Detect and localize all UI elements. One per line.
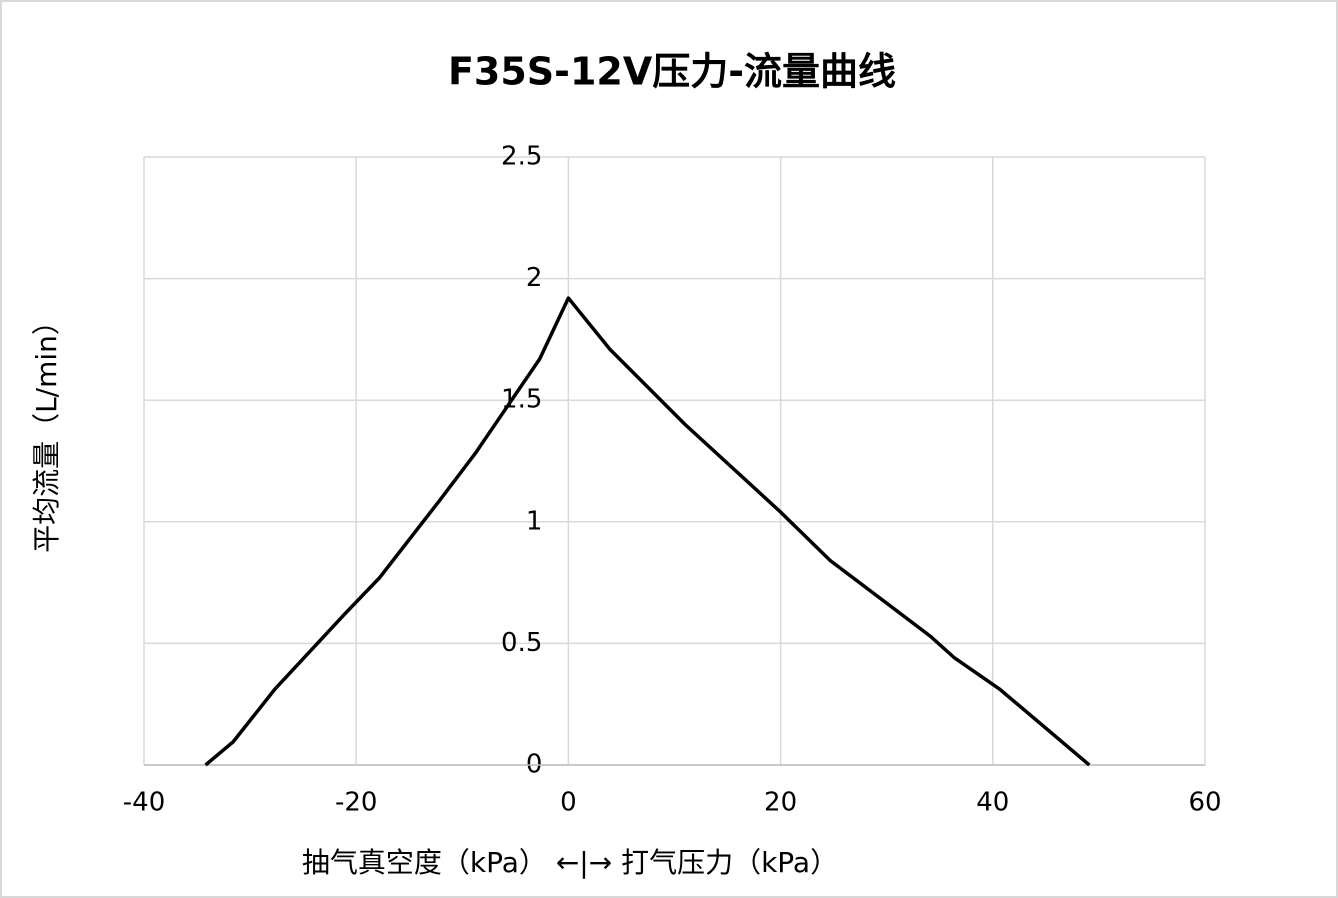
chart-title: F35S-12V压力-流量曲线 [448, 50, 896, 94]
x-tick-label: -20 [335, 788, 377, 818]
line-series [204, 296, 1091, 767]
y-tick-label: 2 [526, 263, 543, 293]
y-tick-label: 1 [526, 506, 543, 536]
y-tick-label: 2.5 [501, 142, 542, 172]
x-tick-label: 40 [976, 788, 1009, 818]
y-tick-label: 1.5 [501, 385, 542, 415]
x-tick-label: 60 [1188, 788, 1221, 818]
x-tick-label: -40 [123, 788, 165, 818]
y-tick-label: 0.5 [501, 628, 542, 658]
x-tick-label: 20 [764, 788, 797, 818]
y-axis-label: 平均流量（L/min） [30, 307, 63, 553]
x-axis-label: 抽气真空度（kPa） ←|→ 打气压力（kPa） [302, 846, 838, 879]
x-tick-label: 0 [560, 788, 577, 818]
